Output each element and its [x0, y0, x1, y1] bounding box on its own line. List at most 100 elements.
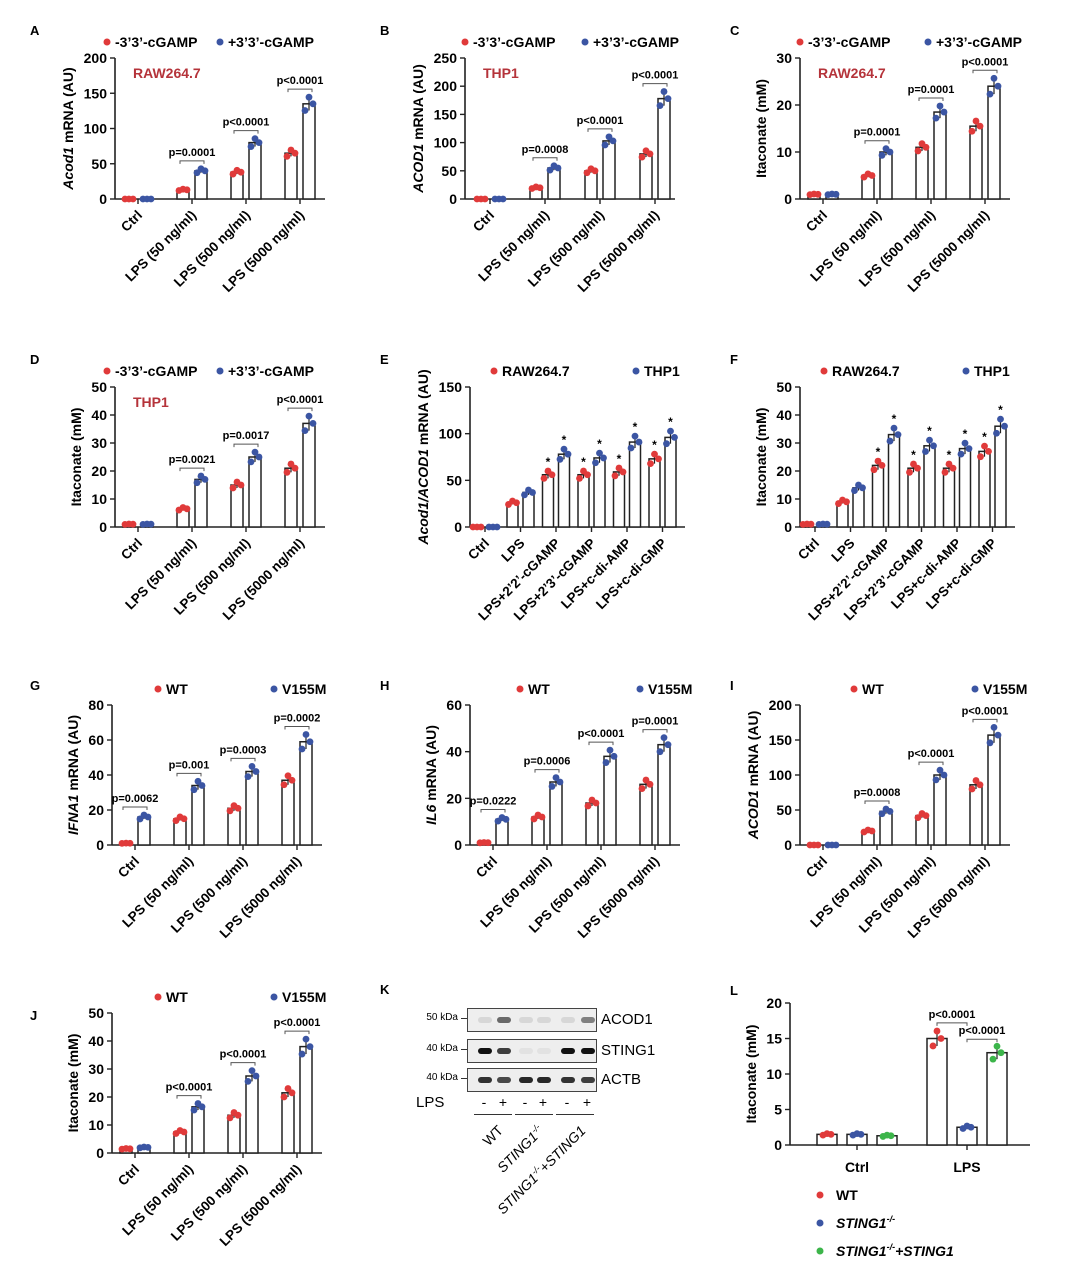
- y-label-italic: ACOD1: [410, 144, 426, 194]
- legend-marker: [816, 1219, 824, 1227]
- comparison-bracket: [179, 467, 205, 472]
- legend-marker: [216, 367, 224, 375]
- comparison-bracket: [233, 130, 259, 134]
- bar: [302, 103, 316, 200]
- molecular-weight-marker: 40 kDa: [400, 1043, 467, 1054]
- x-tick-label: Ctrl: [118, 208, 145, 235]
- comparison-bracket: [936, 1022, 968, 1026]
- y-tick-label: 150: [769, 732, 793, 748]
- data-point: [283, 152, 291, 160]
- y-label-text: Itaconate (mM): [68, 408, 84, 507]
- comparison-bracket: [864, 800, 890, 805]
- y-tick-label: 60: [446, 697, 462, 713]
- y-tick-label: 50: [776, 802, 792, 818]
- y-tick-label: 20: [91, 463, 107, 479]
- y-tick-label: 20: [88, 1089, 104, 1105]
- legend-marker: [103, 367, 111, 375]
- data-point: [981, 442, 988, 450]
- data-point: [280, 781, 288, 789]
- data-point: [857, 1130, 865, 1138]
- legend-label: -3’3’-cGAMP: [115, 363, 197, 379]
- protein-label: STING1: [601, 1042, 656, 1059]
- data-point: [554, 164, 562, 172]
- y-tick-label: 20: [88, 802, 104, 818]
- comparison-bracket: [176, 772, 202, 777]
- blot-strip-sting1: [467, 1039, 597, 1063]
- comparison-bracket: [230, 1062, 256, 1066]
- data-point: [126, 1145, 134, 1153]
- p-value-label: p=0.0001: [854, 127, 901, 139]
- data-point: [940, 108, 948, 116]
- y-label-text: Itaconate (mM): [753, 79, 769, 178]
- data-point: [584, 471, 591, 479]
- panel-letter: E: [380, 352, 389, 367]
- data-point: [922, 812, 930, 819]
- legend-label: V155M: [282, 989, 326, 1005]
- panel-letter: H: [380, 678, 389, 693]
- y-tick-label: 100: [84, 121, 108, 137]
- y-tick-label: 100: [439, 426, 463, 442]
- data-point: [556, 455, 564, 463]
- p-value-label: p<0.0001: [578, 728, 625, 740]
- data-point: [302, 731, 310, 738]
- comparison-bracket: [588, 741, 614, 746]
- data-point: [886, 437, 894, 445]
- data-point: [564, 450, 572, 458]
- data-point: [667, 427, 674, 435]
- data-point: [972, 777, 980, 784]
- protein-label: ACOD1: [601, 1011, 653, 1028]
- data-point: [546, 166, 554, 174]
- data-point: [244, 1077, 252, 1085]
- data-point: [646, 780, 654, 788]
- protein-band: [561, 1048, 575, 1054]
- x-tick-label: Ctrl: [118, 536, 145, 563]
- bar: [648, 458, 661, 528]
- bar: [299, 741, 313, 846]
- bar: [245, 770, 259, 846]
- data-point: [932, 114, 940, 122]
- bar: [933, 774, 947, 846]
- significance-star: *: [581, 455, 586, 469]
- comparison-bracket: [972, 718, 998, 723]
- data-point: [914, 464, 921, 472]
- data-point: [886, 808, 894, 815]
- protein-band: [478, 1017, 492, 1023]
- data-point: [930, 442, 937, 450]
- data-point: [647, 460, 654, 468]
- bar: [603, 755, 617, 846]
- data-point: [234, 1111, 242, 1119]
- data-point: [129, 520, 137, 528]
- y-label-text: mRNA (AU): [65, 715, 81, 795]
- data-point: [190, 786, 198, 794]
- y-tick-label: 200: [84, 50, 108, 66]
- data-point: [255, 139, 263, 147]
- bar: [879, 151, 893, 200]
- y-tick-label: 0: [449, 191, 457, 207]
- data-point: [255, 453, 263, 461]
- legend-label: WT: [166, 989, 188, 1005]
- cell-line-label: THP1: [483, 65, 519, 81]
- bar: [281, 1092, 295, 1154]
- legend-label-base: WT: [836, 1187, 858, 1203]
- cell-line-label: THP1: [133, 394, 169, 410]
- data-point: [244, 773, 252, 781]
- y-tick-label: 30: [776, 50, 792, 66]
- data-point: [638, 153, 646, 161]
- y-tick-label: 100: [769, 767, 793, 783]
- y-tick-label: 50: [91, 379, 107, 395]
- significance-star: *: [597, 437, 602, 451]
- bar: [978, 450, 991, 528]
- data-point: [584, 802, 592, 810]
- lps-treatment-sign: -: [522, 1094, 528, 1110]
- x-tick-label: Ctrl: [115, 1162, 142, 1189]
- group-underline: [474, 1114, 512, 1115]
- legend-marker: [820, 367, 828, 375]
- y-tick-label: 40: [88, 767, 104, 783]
- y-axis-label: ACOD1 mRNA (AU): [745, 711, 761, 841]
- p-value-label: p<0.0001: [929, 1009, 976, 1021]
- data-point: [874, 457, 882, 465]
- y-label-italic: Acod1/ACOD1: [415, 449, 431, 546]
- blot-strip-acod1: [467, 1008, 597, 1032]
- data-point: [1001, 422, 1008, 430]
- legend-label: THP1: [644, 363, 680, 379]
